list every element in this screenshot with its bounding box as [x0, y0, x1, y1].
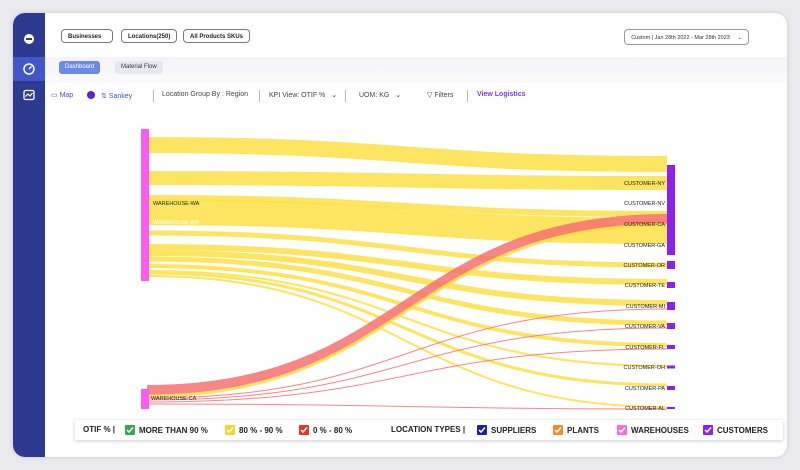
sankey-label: Sankey	[108, 93, 133, 100]
kpi-view-label: KPI View: OTIF %	[269, 92, 326, 99]
filter-bar: Businesses Locations(250) All Products S…	[45, 13, 787, 55]
filter-funnel-icon: ▽	[427, 92, 433, 99]
sankey-link[interactable]	[146, 308, 668, 399]
target-label: CUSTOMER-AL	[625, 406, 665, 412]
chevron-down-icon: ⌄	[737, 35, 742, 41]
legend-otif-item[interactable]: 0 % - 80 %	[299, 425, 352, 435]
sankey-link[interactable]	[146, 270, 668, 367]
target-label: CUSTOMER-NY	[624, 181, 665, 187]
main-content: Businesses Locations(250) All Products S…	[45, 13, 787, 457]
businesses-filter[interactable]: Businesses	[61, 29, 113, 43]
date-range-picker[interactable]: Custom | Jan 28th 2022 - Mar 28th 2023 ⌄	[624, 29, 749, 45]
products-filter[interactable]: All Products SKUs	[183, 29, 251, 43]
divider	[259, 90, 260, 102]
locations-filter[interactable]: Locations(250)	[121, 29, 178, 43]
divider	[345, 90, 346, 102]
legend-type-item[interactable]: PLANTS	[553, 425, 599, 435]
sankey-link[interactable]	[146, 403, 668, 410]
sankey-link[interactable]	[146, 230, 668, 268]
legend-bar: OTIF % | MORE THAN 90 % 80 % - 90 % 0 % - 8…	[75, 420, 783, 440]
sankey-link[interactable]	[146, 275, 668, 408]
radio-selected-icon	[87, 91, 95, 99]
sankey-nodes: WAREHOUSE-WA WAREHOUSE-WA WAREHOUSE-CA CUST…	[141, 129, 675, 412]
target-label: CUSTOMER-VA	[625, 324, 665, 330]
target-label: CUSTOMER-NV	[624, 201, 665, 207]
legend-type-item[interactable]: SUPPLIERS	[477, 425, 536, 435]
sankey-flow-icon: ⇅	[100, 93, 107, 100]
sankey-link[interactable]	[146, 137, 668, 172]
sankey-link[interactable]	[146, 348, 668, 403]
sankey-link[interactable]	[146, 244, 668, 285]
divider	[153, 90, 154, 102]
location-group-dropdown[interactable]: Location Group By : Region	[162, 91, 248, 98]
app-window: Businesses Locations(250) All Products S…	[13, 13, 787, 457]
analytics-icon[interactable]	[21, 87, 37, 103]
map-icon: ▭	[51, 92, 58, 99]
view-logistics-link[interactable]: View Logistics	[477, 91, 526, 98]
filters-label: Filters	[434, 92, 454, 99]
node-customer-te[interactable]	[667, 282, 675, 288]
sankey-link[interactable]	[146, 250, 668, 306]
source-label: WAREHOUSE-WA	[153, 201, 200, 207]
legend-type-item[interactable]: CUSTOMERS	[703, 425, 768, 435]
target-label: CUSTOMER-GA	[624, 243, 665, 249]
legend-otif-item[interactable]: MORE THAN 90 %	[125, 425, 208, 435]
sankey-link[interactable]	[146, 195, 668, 217]
tab-material-flow[interactable]: Material Flow	[115, 61, 163, 74]
node-warehouse-ca[interactable]	[141, 389, 149, 409]
legend-type-item[interactable]: WAREHOUSES	[617, 425, 689, 435]
sankey-link[interactable]	[146, 171, 668, 190]
chevron-down-icon: ⌄	[331, 92, 338, 99]
node-customer-mi[interactable]	[667, 302, 675, 310]
chevron-down-icon: ⌄	[395, 92, 402, 99]
date-range-text: Custom | Jan 28th 2022 - Mar 28th 2023	[631, 35, 730, 41]
toggle-icon[interactable]	[21, 31, 37, 47]
sankey-link[interactable]	[146, 223, 668, 398]
map-label: Map	[59, 92, 74, 99]
map-toggle[interactable]: ▭ Map	[51, 91, 73, 99]
target-label: CUSTOMER-FL	[625, 345, 665, 351]
node-customer-ny[interactable]	[667, 165, 675, 255]
sankey-chart: WAREHOUSE-WA WAREHOUSE-WA WAREHOUSE-CA CUST…	[141, 129, 675, 412]
kpi-view-dropdown[interactable]: KPI View: OTIF % ⌄	[269, 91, 337, 99]
filters-button[interactable]: ▽ Filters	[427, 91, 453, 99]
uom-dropdown[interactable]: UOM: KG ⌄	[359, 91, 401, 99]
divider	[467, 90, 468, 102]
target-label: CUSTOMER-PA	[625, 386, 665, 392]
sankey-link[interactable]	[146, 214, 668, 395]
tab-dashboard[interactable]: Dashboard	[59, 61, 101, 74]
tabs-row: Dashboard Material Flow	[45, 57, 787, 83]
location-types-legend-title: LOCATION TYPES |	[391, 425, 466, 434]
source-label: WAREHOUSE-CA	[151, 396, 197, 402]
node-customer-al[interactable]	[667, 407, 675, 409]
legend-otif-item[interactable]: 80 % - 90 %	[225, 425, 283, 435]
sankey-links	[146, 137, 668, 410]
source-label: WAREHOUSE-WA	[153, 220, 200, 226]
target-label: CUSTOMER-MI	[626, 304, 666, 310]
target-label: CUSTOMER-CA	[624, 222, 665, 228]
node-warehouse-wa[interactable]	[141, 129, 149, 281]
target-label: CUSTOMER-TE	[625, 283, 666, 289]
sankey-toggle[interactable]: ⇅ Sankey	[87, 91, 132, 100]
target-label: CUSTOMER-OH	[624, 365, 665, 371]
uom-label: UOM: KG	[359, 92, 390, 99]
node-customer-va[interactable]	[667, 323, 675, 329]
otif-legend-title: OTIF % |	[83, 425, 116, 434]
target-label: CUSTOMER-OR	[624, 263, 665, 269]
sankey-link[interactable]	[146, 271, 668, 387]
node-customer-oh[interactable]	[667, 365, 675, 369]
sankey-link[interactable]	[146, 327, 668, 401]
sidebar	[13, 13, 45, 457]
sankey-link[interactable]	[146, 256, 668, 326]
node-customer-or[interactable]	[667, 261, 675, 269]
node-customer-pa[interactable]	[667, 386, 675, 390]
sankey-toolbar: ▭ Map ⇅ Sankey Location Group By : Regio…	[45, 88, 787, 104]
dashboard-gauge-icon[interactable]	[21, 61, 37, 77]
node-customer-fl[interactable]	[667, 345, 675, 349]
